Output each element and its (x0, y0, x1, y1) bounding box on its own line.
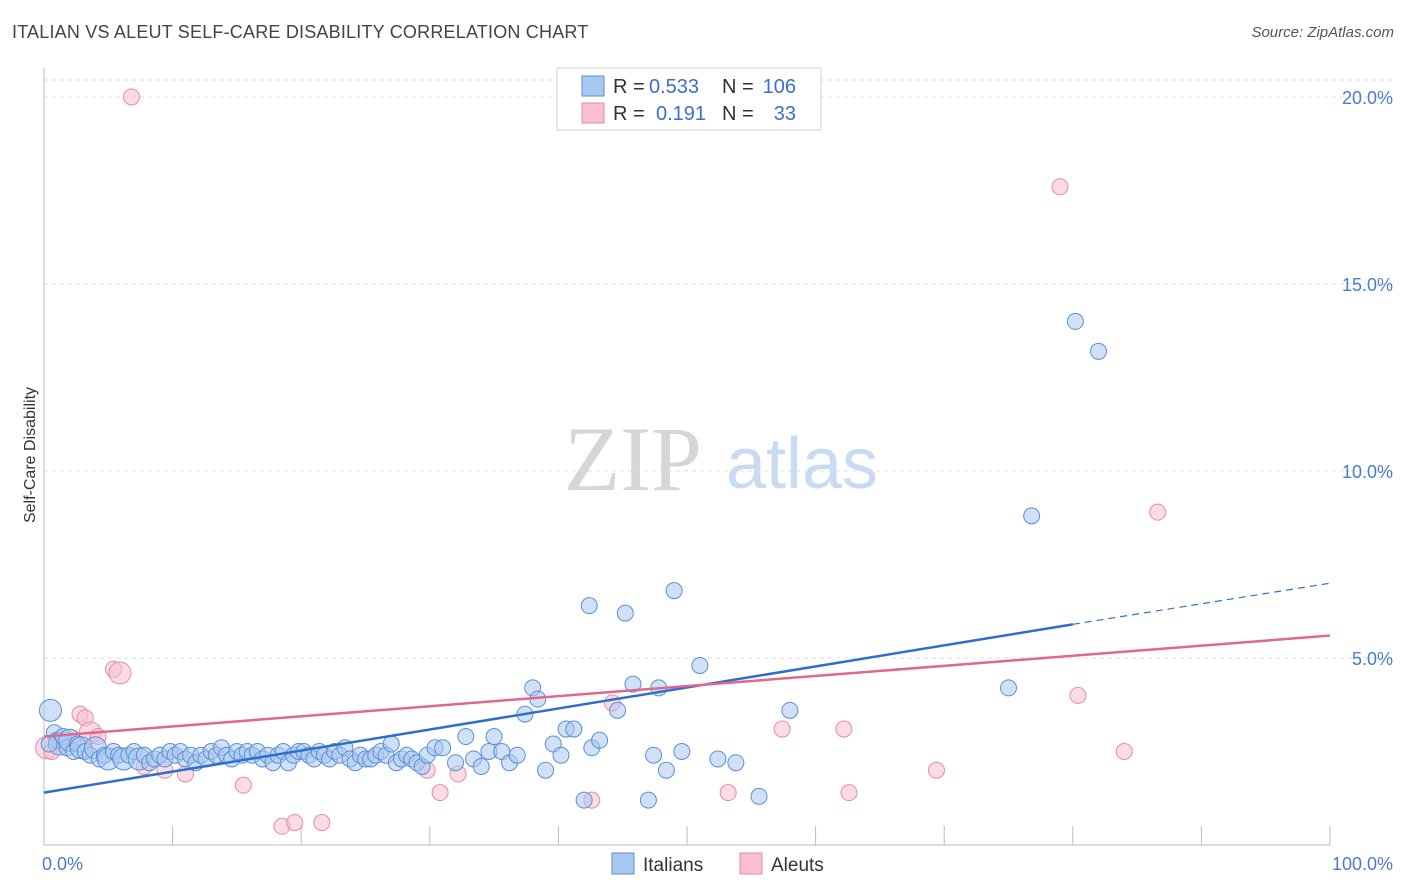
italians-point (1023, 507, 1041, 525)
italians-point (657, 761, 675, 779)
italians-point (472, 757, 490, 775)
legend-swatch-italians (581, 75, 605, 97)
axes: 5.0% 10.0% 15.0% 20.0% (43, 68, 1393, 846)
aleuts-point (927, 761, 945, 779)
italians-point (1000, 679, 1017, 697)
bottom-legend-label-aleuts: Aleuts (771, 855, 824, 876)
italians-point (382, 735, 400, 753)
italians-point (691, 656, 709, 674)
aleuts-point (108, 661, 132, 685)
aleuts-point (1149, 503, 1167, 521)
legend-n-label-italians: N = (722, 76, 754, 98)
aleuts-point (719, 784, 737, 802)
y-tick-label: 15.0% (1342, 275, 1393, 295)
aleuts-point (122, 88, 140, 106)
y-tick-label: 10.0% (1342, 462, 1393, 482)
legend-n-label-aleuts: N = (722, 103, 754, 125)
watermark-zip: ZIP (564, 408, 702, 510)
italians-series (38, 312, 1108, 809)
legend-swatch-aleuts (581, 102, 605, 124)
italians-point (434, 739, 452, 757)
italians-point (750, 787, 768, 805)
series-legend: Italians Aleuts (611, 852, 824, 876)
chart-title: ITALIAN VS ALEUT SELF-CARE DISABILITY CO… (12, 22, 589, 42)
italians-point (624, 675, 642, 693)
aleuts-point (1115, 743, 1133, 760)
watermark-atlas: atlas (726, 424, 878, 504)
italians-point (40, 735, 58, 753)
italians-point (1090, 342, 1108, 360)
italians-point (639, 791, 657, 809)
legend-r-value-italians: 0.533 (649, 76, 699, 98)
aleuts-trend-line (43, 634, 1331, 738)
aleuts-point (234, 776, 252, 794)
italians-point (1066, 312, 1084, 330)
italians-point (580, 597, 598, 615)
legend-r-label-aleuts: R = (613, 103, 645, 125)
italians-point (727, 754, 745, 772)
trend-lines (43, 582, 1331, 794)
bottom-legend-swatch-aleuts (739, 852, 763, 875)
aleuts-point (431, 784, 449, 802)
italians-point (447, 754, 465, 772)
aleuts-point (1069, 686, 1087, 704)
aleuts-point (773, 720, 791, 738)
italians-point (575, 791, 593, 809)
italians-point (609, 701, 627, 719)
italians-point (665, 582, 683, 600)
legend-r-label-italians: R = (613, 76, 645, 98)
italians-point (485, 728, 503, 746)
italians-point (591, 731, 609, 749)
legend-n-value-aleuts: 33 (774, 103, 796, 125)
aleuts-point (840, 784, 858, 802)
y-axis-title: Self-Care Disability (22, 387, 39, 523)
italians-point (709, 750, 727, 768)
y-tick-label: 5.0% (1352, 649, 1393, 669)
italians-point (38, 698, 62, 722)
italians-point (616, 604, 634, 622)
legend-n-value-italians: 106 (763, 76, 796, 98)
italians-point (645, 746, 663, 764)
correlation-legend: R = 0.533 N = 106 R = 0.191 N = 33 (556, 67, 822, 131)
italians-point (565, 720, 583, 738)
aleuts-point (286, 814, 304, 832)
gridlines (44, 79, 1393, 659)
aleuts-point (1051, 178, 1069, 196)
x-tick-label-min: 0.0% (42, 854, 83, 874)
x-tick-label-max: 100.0% (1332, 854, 1393, 874)
aleuts-point (835, 720, 853, 738)
italians-point (537, 761, 555, 779)
y-tick-label: 20.0% (1342, 88, 1393, 108)
bottom-legend-swatch-italians (611, 852, 635, 875)
italians-point (781, 701, 799, 719)
italians-trend-extension (1072, 582, 1331, 625)
source-credit: Source: ZipAtlas.com (1251, 24, 1394, 41)
italians-point (457, 728, 475, 746)
italians-trend-line (43, 623, 1074, 794)
legend-r-value-aleuts: 0.191 (656, 103, 706, 125)
italians-point (552, 746, 570, 764)
bottom-legend-label-italians: Italians (643, 855, 703, 876)
italians-point (673, 743, 691, 760)
aleuts-point (313, 814, 331, 832)
italians-point (508, 746, 526, 764)
